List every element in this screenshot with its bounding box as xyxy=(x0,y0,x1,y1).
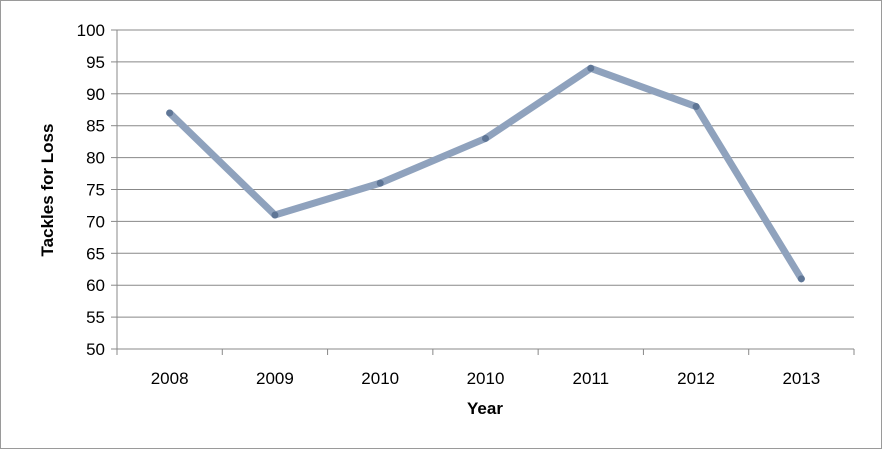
y-tick-label: 60 xyxy=(86,276,105,295)
y-tick-label: 95 xyxy=(86,53,105,72)
series-line xyxy=(166,64,805,283)
data-point xyxy=(166,109,174,117)
data-point xyxy=(797,275,805,283)
data-point xyxy=(482,134,489,142)
data-series xyxy=(166,64,805,283)
y-tick-label: 55 xyxy=(86,308,105,327)
x-tick-label: 2010 xyxy=(467,369,505,388)
x-tick-label: 2010 xyxy=(361,369,399,388)
y-tick-labels: 50 55 60 65 70 75 80 85 90 95 100 xyxy=(77,21,105,359)
y-tick-label: 65 xyxy=(86,244,105,263)
y-tick-label: 75 xyxy=(86,181,105,200)
axes xyxy=(111,29,855,355)
y-tick-label: 85 xyxy=(86,117,105,136)
data-point xyxy=(692,103,700,111)
x-axis-title: Year xyxy=(467,399,503,418)
y-tick-label: 100 xyxy=(77,21,105,40)
data-point xyxy=(271,211,279,219)
gridlines xyxy=(117,29,854,318)
y-tick-label: 70 xyxy=(86,212,105,231)
data-point xyxy=(376,179,384,187)
y-axis-title: Tackles for Loss xyxy=(38,124,57,257)
x-tick-label: 2009 xyxy=(256,369,294,388)
data-point xyxy=(587,64,595,72)
y-tick-label: 50 xyxy=(86,340,105,359)
x-tick-labels: 2008 2009 2010 2010 2011 2012 2013 xyxy=(151,369,821,388)
x-tick-label: 2012 xyxy=(677,369,715,388)
y-tick-label: 80 xyxy=(86,149,105,168)
x-tick-label: 2013 xyxy=(782,369,820,388)
y-tick-label: 90 xyxy=(86,85,105,104)
x-tick-label: 2008 xyxy=(151,369,189,388)
x-tick-label: 2011 xyxy=(573,369,610,388)
